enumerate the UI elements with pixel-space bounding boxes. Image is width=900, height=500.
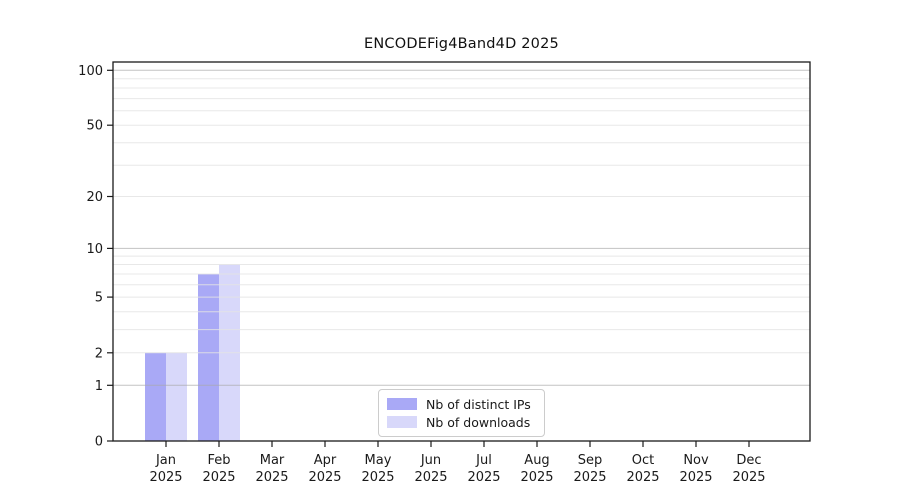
chart-title: ENCODEFig4Band4D 2025	[364, 36, 559, 52]
x-tick-label-month: Oct	[632, 453, 654, 468]
x-tick-label-year: 2025	[732, 470, 765, 485]
x-tick-label-month: Nov	[683, 453, 709, 468]
x-tick-label-year: 2025	[255, 470, 288, 485]
x-tick-label-month: Dec	[736, 453, 761, 468]
x-tick-label-year: 2025	[414, 470, 447, 485]
y-tick-label: 50	[86, 119, 103, 134]
bar-jan-nb-of-downloads	[166, 352, 187, 441]
x-tick-label-year: 2025	[361, 470, 394, 485]
x-tick-label-year: 2025	[520, 470, 553, 485]
legend-swatch-distinct-ips	[387, 398, 417, 410]
legend-swatch-downloads	[387, 416, 417, 428]
legend-label-downloads: Nb of downloads	[426, 414, 531, 430]
y-tick-label: 5	[95, 291, 103, 306]
y-tick-label: 100	[78, 64, 103, 79]
x-tick-label-year: 2025	[308, 470, 341, 485]
legend-label-distinct-ips: Nb of distinct IPs	[426, 396, 531, 412]
x-tick-label-year: 2025	[467, 470, 500, 485]
x-tick-label-month: Sep	[578, 453, 603, 468]
x-tick-label-month: Feb	[207, 453, 230, 468]
x-tick-label-year: 2025	[679, 470, 712, 485]
legend-item-downloads: Nb of downloads	[387, 414, 535, 430]
y-tick-label: 20	[86, 190, 103, 205]
x-tick-label-month: Mar	[260, 453, 285, 468]
x-tick-label-year: 2025	[202, 470, 235, 485]
x-tick-label-year: 2025	[149, 470, 182, 485]
y-tick-label: 2	[95, 346, 103, 361]
x-tick-label-month: May	[365, 453, 392, 468]
legend-item-distinct-ips: Nb of distinct IPs	[387, 396, 535, 412]
x-tick-label-month: Aug	[524, 453, 549, 468]
y-tick-label: 0	[95, 435, 103, 450]
y-tick-label: 10	[86, 242, 103, 257]
x-tick-label-month: Jul	[475, 453, 492, 468]
x-tick-label-year: 2025	[573, 470, 606, 485]
x-tick-label-month: Apr	[314, 453, 337, 468]
y-tick-label: 1	[95, 379, 103, 394]
bar-jan-nb-of-distinct-ips	[145, 352, 166, 441]
x-tick-label-month: Jun	[420, 453, 441, 468]
x-tick-label-year: 2025	[626, 470, 659, 485]
x-tick-label-month: Jan	[155, 453, 176, 468]
legend: Nb of distinct IPs Nb of downloads	[378, 389, 545, 437]
bar-feb-nb-of-distinct-ips	[198, 274, 219, 441]
plot-border	[112, 61, 811, 442]
